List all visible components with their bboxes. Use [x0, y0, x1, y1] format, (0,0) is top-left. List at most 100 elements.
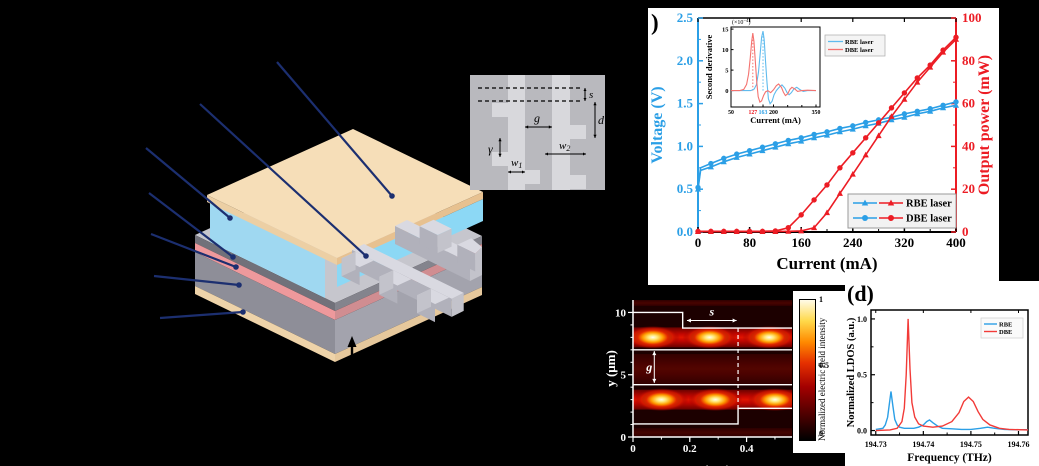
- svg-text:0.0: 0.0: [857, 427, 867, 436]
- dim-w1-label: w1: [511, 157, 522, 170]
- field-map-chart: s g 0 5 10 0 0.2 0.4 y (μm) z (μm): [605, 300, 792, 466]
- ldos-chart: 194.73 194.74 194.75 194.76 0.0 0.5 1.0 Frequen…: [846, 309, 1029, 464]
- svg-text:20: 20: [962, 181, 975, 196]
- waveguide-strip: [508, 75, 525, 190]
- svg-text:2.5: 2.5: [677, 10, 694, 25]
- liv-panel: ) 0 80 160 240 320 400 Current (mA) 0.0 0.5 1.0 1.…: [648, 8, 999, 285]
- layer-pointer-arrow: [159, 310, 244, 320]
- liv-legend-label: RBE laser: [906, 199, 952, 210]
- layer-gray-left: [195, 252, 335, 354]
- colorbar-tick-05: 0.5: [819, 361, 829, 370]
- svg-text:320: 320: [895, 235, 915, 250]
- svg-text:RBE laser: RBE laser: [845, 39, 873, 46]
- svg-text:240: 240: [843, 235, 863, 250]
- svg-text:0: 0: [630, 443, 636, 455]
- svg-text:0.0: 0.0: [677, 224, 693, 239]
- svg-text:400: 400: [946, 235, 966, 250]
- svg-text:DBE: DBE: [999, 329, 1012, 336]
- svg-text:80: 80: [962, 53, 975, 68]
- deriv-legend: [824, 34, 886, 57]
- layer-pointer-arrow: [153, 274, 240, 287]
- layer-pointer-arrow: [145, 147, 231, 219]
- dim-s-label: s: [589, 89, 593, 101]
- liv-x-label: Current (mA): [776, 254, 877, 273]
- deriv-scale-note: (×10−4): [732, 19, 751, 26]
- layer-active-pink-left: [195, 243, 335, 320]
- svg-text:80: 80: [743, 235, 756, 250]
- dim-w2-label: w2: [559, 140, 570, 153]
- svg-text:10: 10: [615, 307, 627, 319]
- liv-yleft-label: Voltage (V): [649, 86, 666, 163]
- contact-plate-top: [207, 129, 483, 258]
- svg-text:15: 15: [722, 26, 729, 33]
- heat-y-label: y (μm): [605, 350, 618, 387]
- grating-tooth: [525, 170, 540, 184]
- grating-tooth: [570, 125, 586, 139]
- grating-tooth: [457, 238, 482, 254]
- gap-g-label: g: [645, 360, 652, 374]
- grating-tooth: [492, 103, 508, 117]
- dim-g-label: g: [534, 111, 540, 125]
- svg-text:194.73: 194.73: [865, 440, 887, 449]
- ldos-panel: (d) 194.73 194.74 194.75 194.76 0.0 0.5 1.0 Fre…: [845, 281, 1039, 466]
- svg-text:163: 163: [759, 110, 768, 116]
- colorbar-gradient: [799, 299, 816, 441]
- liv-yright-label: Output power (mW): [976, 55, 993, 195]
- svg-text:60: 60: [962, 96, 975, 111]
- svg-text:2.0: 2.0: [677, 53, 693, 68]
- layer-pointer-arrow: [148, 192, 234, 258]
- panel-d-label: (d): [847, 281, 874, 306]
- svg-text:194.76: 194.76: [1007, 440, 1029, 449]
- svg-text:0: 0: [962, 224, 969, 239]
- dim-gamma-label: γ: [488, 142, 493, 156]
- colorbar-tick-0: 0: [819, 429, 823, 438]
- svg-text:0.5: 0.5: [677, 181, 694, 196]
- x-axis-label: X: [358, 353, 371, 372]
- geometry-inset: sd g γ w1 w2: [470, 75, 605, 190]
- svg-text:100: 100: [962, 10, 982, 25]
- heat-x-label: z (μm): [695, 462, 731, 466]
- svg-text:50: 50: [728, 110, 734, 116]
- liv-legend: [847, 193, 957, 229]
- svg-text:10: 10: [722, 47, 729, 54]
- svg-text:0: 0: [621, 432, 627, 444]
- svg-text:1.5: 1.5: [677, 96, 694, 111]
- svg-text:0: 0: [695, 235, 702, 250]
- deriv-inset: [730, 26, 821, 108]
- svg-text:1.0: 1.0: [857, 315, 867, 324]
- svg-text:RBE: RBE: [999, 321, 1012, 328]
- waveguide-ridge: [352, 244, 464, 299]
- layer-substrate-tan-left: [195, 286, 335, 362]
- svg-text:DBE laser: DBE laser: [845, 47, 873, 54]
- svg-text:40: 40: [962, 138, 975, 153]
- svg-text:0: 0: [725, 88, 728, 95]
- deriv-y-label: Second derivative: [704, 35, 714, 100]
- colorbar: 1 0.5 0 Normalized electric field intens…: [793, 291, 845, 453]
- layer-pointer-arrow: [150, 232, 237, 269]
- svg-text:127: 127: [748, 110, 757, 116]
- svg-text:5: 5: [621, 370, 627, 382]
- deriv-x-label: Current (mA): [750, 115, 801, 125]
- colorbar-tick-1: 1: [819, 295, 823, 304]
- waveguide-strip: [552, 75, 570, 190]
- structure-outline: [633, 407, 792, 425]
- grating-tooth: [492, 152, 508, 166]
- svg-text:350: 350: [812, 110, 821, 116]
- cladding-block: [210, 202, 325, 298]
- colorbar-label: Normalized electric field intensity: [817, 317, 827, 441]
- svg-text:0.2: 0.2: [683, 443, 697, 455]
- grating-tooth: [570, 175, 586, 189]
- panel-b-label: ): [651, 10, 659, 35]
- device-schematic: X: [145, 61, 483, 372]
- liv-legend-label: DBE laser: [906, 214, 952, 225]
- ldos-y-label: Normalized LDOS (a.u.): [846, 317, 857, 427]
- grating-tooth: [419, 219, 452, 235]
- svg-text:1.0: 1.0: [677, 138, 693, 153]
- svg-text:194.74: 194.74: [912, 440, 934, 449]
- field-map-image: [633, 300, 792, 437]
- layer-pointer-arrow: [276, 61, 393, 197]
- svg-text:0.4: 0.4: [740, 443, 754, 455]
